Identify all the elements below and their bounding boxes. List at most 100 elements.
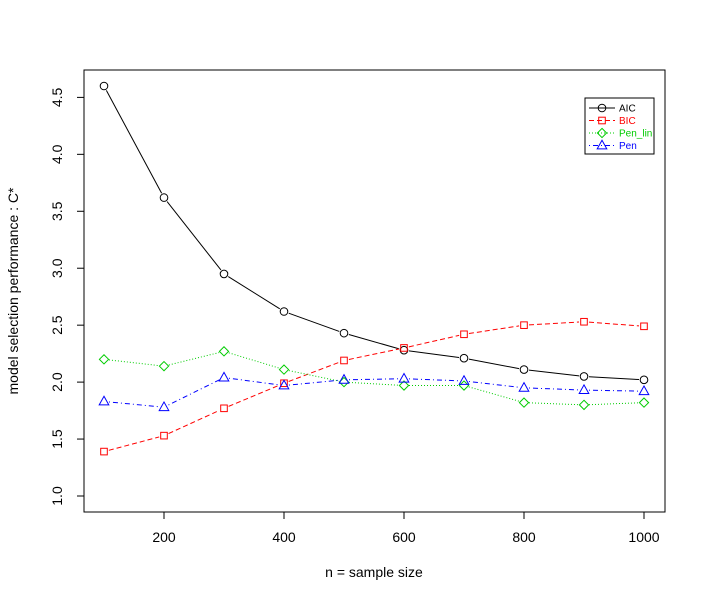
series-line-segment xyxy=(288,379,340,386)
series-line-segment xyxy=(348,348,400,360)
data-point xyxy=(458,374,470,385)
series-line-segment xyxy=(166,201,222,271)
series-line-segment xyxy=(348,334,400,350)
y-axis: 1.0 1.5 2.0 2.5 3.0 3.5 4.0 4.5 xyxy=(49,87,84,506)
series-layer xyxy=(98,81,650,456)
series-line-segment xyxy=(468,381,520,388)
data-point xyxy=(400,344,408,352)
y-tick-label: 3.0 xyxy=(49,258,65,278)
series-bic xyxy=(100,317,648,456)
series-line-segment xyxy=(108,359,160,367)
data-point xyxy=(159,193,169,202)
series-line-segment xyxy=(528,321,580,326)
series-line-segment xyxy=(288,361,340,382)
data-point xyxy=(338,376,350,388)
data-point xyxy=(278,364,290,375)
y-tick-label: 1.5 xyxy=(49,429,65,449)
y-tick-label: 3.5 xyxy=(49,201,65,221)
data-point xyxy=(519,365,529,374)
series-line-segment xyxy=(588,389,640,392)
series-line-segment xyxy=(348,381,400,386)
series-line-segment xyxy=(528,369,580,377)
data-point xyxy=(158,360,170,372)
data-point xyxy=(98,395,110,406)
data-point xyxy=(399,345,409,355)
series-pen xyxy=(98,371,650,412)
data-point xyxy=(98,354,110,365)
data-point xyxy=(219,269,229,279)
series-line-segment xyxy=(168,409,220,435)
series-line-segment xyxy=(228,384,280,407)
data-point xyxy=(460,330,468,339)
data-point xyxy=(99,81,109,91)
data-point xyxy=(578,383,590,394)
legend-label: Pen xyxy=(619,141,637,152)
legend-label: Pen_lin xyxy=(619,129,652,140)
series-line-segment xyxy=(408,334,460,348)
data-point xyxy=(338,373,350,384)
data-point xyxy=(459,353,469,363)
series-line-segment xyxy=(348,378,400,381)
series-pen-lin xyxy=(98,346,650,411)
legend-box xyxy=(584,97,655,155)
data-point xyxy=(339,328,349,338)
y-tick-label: 2.0 xyxy=(49,372,65,392)
series-line-segment xyxy=(288,370,340,382)
x-axis: 200 400 600 800 1000 xyxy=(152,512,660,545)
series-line-segment xyxy=(588,321,640,327)
data-point xyxy=(278,379,290,390)
y-tick-label: 2.5 xyxy=(49,315,65,335)
data-point xyxy=(520,321,528,329)
data-point xyxy=(398,372,410,383)
data-point xyxy=(340,356,348,365)
legend-label: AIC xyxy=(619,104,636,115)
legend-marker xyxy=(596,127,608,139)
data-point xyxy=(640,322,648,331)
series-line-segment xyxy=(408,350,460,359)
series-line-segment xyxy=(168,352,220,366)
series-line-segment xyxy=(588,402,640,406)
x-tick-label: 800 xyxy=(512,529,536,545)
series-line-segment xyxy=(528,402,580,406)
legend-label: BIC xyxy=(619,116,636,127)
x-tick-label: 1000 xyxy=(628,529,659,545)
y-axis-label: model selection performance : C* xyxy=(5,187,21,395)
y-tick-label: 4.0 xyxy=(49,144,65,164)
data-point xyxy=(518,381,530,392)
data-point xyxy=(580,317,588,326)
x-tick-label: 400 xyxy=(272,529,296,545)
data-point xyxy=(218,346,230,357)
y-tick-label: 1.0 xyxy=(49,486,65,506)
series-line-segment xyxy=(168,379,220,406)
data-point xyxy=(100,447,108,456)
series-line-segment xyxy=(105,90,163,194)
series-line-segment xyxy=(588,376,640,381)
legend-marker xyxy=(598,116,606,125)
series-line-segment xyxy=(228,352,280,369)
data-point xyxy=(518,397,530,408)
x-tick-label: 200 xyxy=(152,529,176,545)
x-axis-label: n = sample size xyxy=(325,564,423,580)
y-tick-label: 4.5 xyxy=(49,87,65,107)
data-point xyxy=(639,375,649,385)
series-line-segment xyxy=(468,358,520,370)
data-point xyxy=(578,399,590,411)
x-tick-label: 600 xyxy=(392,529,416,545)
series-line-segment xyxy=(528,387,580,391)
plot-box xyxy=(83,69,666,513)
data-point xyxy=(218,371,230,382)
data-point xyxy=(398,380,410,391)
series-line-segment xyxy=(468,386,520,402)
data-point xyxy=(638,384,650,396)
data-point xyxy=(579,372,589,381)
series-line-segment xyxy=(228,377,280,386)
data-point xyxy=(220,404,228,413)
series-line-segment xyxy=(288,312,340,332)
legend-marker xyxy=(597,103,607,113)
series-line-segment xyxy=(227,276,281,310)
data-point xyxy=(279,307,289,316)
data-point xyxy=(638,397,650,408)
data-point xyxy=(160,431,168,440)
